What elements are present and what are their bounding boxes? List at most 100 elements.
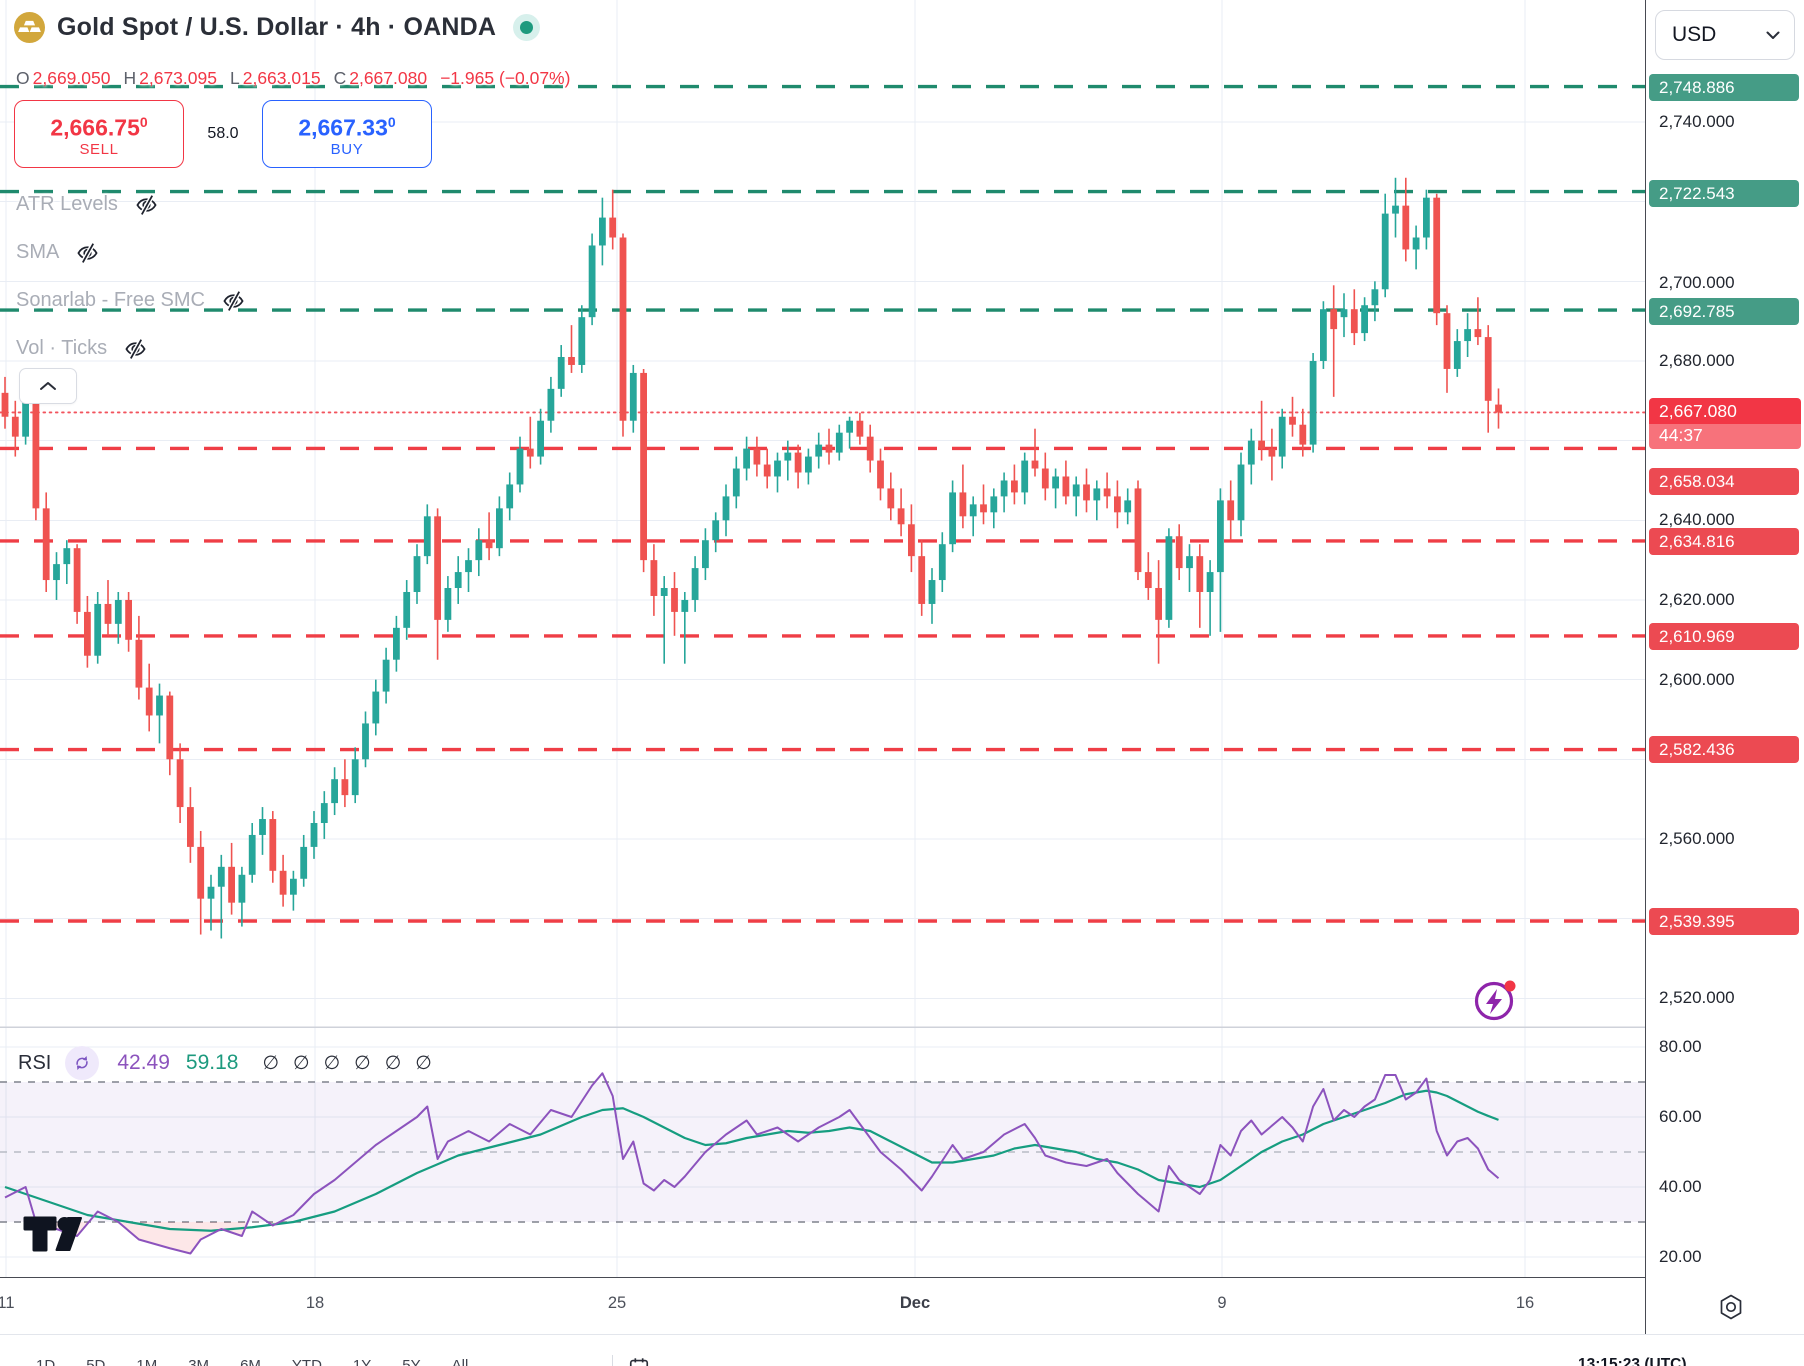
rsi-ma-value: 59.18 (185, 1051, 239, 1074)
buy-button[interactable]: 2,667.330 BUY (262, 100, 432, 168)
sell-price: 2,666.75 (50, 114, 140, 141)
indicator-row: Sonarlab - Free SMC (16, 276, 246, 324)
currency-value: USD (1672, 23, 1717, 46)
atr-level-badge-green: 2,748.886 (1649, 73, 1799, 101)
price-scale-label: 40.00 (1659, 1177, 1702, 1196)
low-label: L (229, 68, 240, 88)
rsi-hidden-plot-value: ∅ (415, 1052, 432, 1074)
grid-layer (0, 0, 1645, 1277)
indicator-label[interactable]: ATR Levels (16, 192, 118, 215)
price-scale-label: 2,520.000 (1659, 988, 1735, 1007)
indicator-row: Vol · Ticks (16, 324, 246, 372)
price-scale-label: 80.00 (1659, 1037, 1702, 1056)
ohlc-row: O 2,669.050 H 2,673.095 L 2,663.015 C 2,667.… (16, 68, 570, 89)
range-button-1d[interactable]: 1D (36, 1357, 56, 1366)
visibility-off-eye-icon[interactable] (134, 192, 159, 217)
close-value: 2,667.080 (349, 68, 428, 88)
high-label: H (123, 68, 137, 88)
rsi-pane-header: RSI 42.49 59.18 ∅ ∅ ∅ ∅ ∅ ∅ (18, 1046, 432, 1080)
symbol-title[interactable]: Gold Spot / U.S. Dollar · 4h · OANDA (57, 13, 497, 41)
price-scale-label: 2,740.000 (1659, 112, 1735, 131)
range-button-6m[interactable]: 6M (240, 1357, 261, 1366)
price-scale-label: 2,680.000 (1659, 351, 1735, 370)
price-scale[interactable]: USD 2,740.000 2,700.000 2,680.000 2,640.000… (1645, 0, 1804, 1334)
range-button-1m[interactable]: 1M (136, 1357, 158, 1366)
buy-label: BUY (330, 140, 364, 158)
market-status-dot[interactable] (520, 21, 534, 34)
rsi-hidden-plot-value: ∅ (323, 1052, 341, 1074)
price-scale-label: 2,620.000 (1659, 590, 1735, 609)
indicator-row: SMA (16, 228, 246, 276)
atr-level-badge-red: 2,539.395 (1649, 907, 1799, 935)
candles-layer (1, 177, 1502, 939)
range-button-ytd[interactable]: YTD (291, 1357, 322, 1366)
open-value: 2,669.050 (32, 68, 111, 88)
current-price-badge: 2,667.080 44:37 (1649, 398, 1801, 449)
buy-price-fraction: 0 (387, 114, 396, 131)
visibility-off-eye-icon[interactable] (75, 240, 100, 265)
open-label: O (16, 68, 30, 88)
buy-price: 2,667.33 (298, 114, 388, 141)
visibility-off-eye-icon[interactable] (123, 336, 148, 361)
collapse-legend-button[interactable] (19, 368, 77, 404)
rsi-hidden-plot-value: ∅ (384, 1052, 402, 1074)
price-scale-label: 60.00 (1659, 1107, 1702, 1126)
change-value: −1.965 (−0.07%) (440, 68, 571, 88)
time-axis-tick: 11 (0, 1294, 15, 1312)
range-button-3m[interactable]: 3M (188, 1357, 210, 1366)
rsi-hidden-plot-value: ∅ (262, 1052, 280, 1074)
high-value: 2,673.095 (139, 68, 217, 88)
price-scale-label: 2,640.000 (1659, 510, 1735, 529)
rsi-band-layer (0, 1081, 1645, 1223)
symbol-title-row: Gold Spot / U.S. Dollar · 4h · OANDA (14, 12, 534, 43)
atr-level-badge-red: 2,582.436 (1649, 735, 1799, 763)
spread-value: 58.0 (207, 125, 239, 142)
atr-level-badge-red: 2,610.969 (1649, 622, 1799, 650)
indicator-label[interactable]: Vol · Ticks (16, 336, 108, 359)
calendar-icon[interactable] (628, 1356, 650, 1366)
atr-level-badge-red: 2,658.034 (1649, 467, 1799, 495)
close-label: C (333, 68, 347, 88)
date-range-buttons: 1D 5D 1M 3M 6M YTD 1Y 5Y All (36, 1357, 468, 1366)
bar-countdown: 44:37 (1649, 424, 1801, 449)
range-button-5d[interactable]: 5D (86, 1357, 106, 1366)
atr-levels-layer (0, 84, 1645, 923)
range-button-5y[interactable]: 5Y (402, 1357, 421, 1366)
time-axis[interactable]: 11 18 25 Dec 9 16 (0, 1277, 1804, 1334)
visibility-off-eye-icon[interactable] (221, 288, 246, 313)
sell-button[interactable]: 2,666.750 SELL (14, 100, 184, 168)
time-axis-tick: 18 (305, 1294, 325, 1312)
rsi-title[interactable]: RSI (18, 1051, 52, 1074)
range-button-all[interactable]: All (451, 1357, 469, 1366)
indicator-label[interactable]: SMA (16, 240, 60, 263)
current-price: 2,667.080 (1649, 398, 1801, 424)
chevron-up-icon (40, 382, 56, 390)
indicator-label[interactable]: Sonarlab - Free SMC (16, 288, 205, 311)
rsi-hidden-plot-value: ∅ (293, 1052, 310, 1074)
axis-settings-gear-icon[interactable] (1716, 1292, 1746, 1327)
price-scale-label: 2,600.000 (1659, 670, 1735, 689)
time-axis-tick: 25 (607, 1294, 627, 1312)
lightning-bot-icon[interactable] (1473, 976, 1519, 1029)
utc-clock[interactable]: 13:15:23 (UTC) (1578, 1356, 1687, 1366)
currency-dropdown[interactable]: USD (1655, 10, 1795, 60)
range-button-1y[interactable]: 1Y (352, 1357, 372, 1366)
time-axis-tick: 9 (1217, 1294, 1227, 1312)
atr-level-badge-green: 2,692.785 (1649, 297, 1799, 325)
indicator-legend: ATR Levels SMA Sonarlab - Free SMC Vol · Ti… (16, 180, 246, 372)
price-scale-label: 2,700.000 (1659, 273, 1735, 292)
rsi-empty-values: ∅ ∅ ∅ ∅ ∅ ∅ (262, 1052, 431, 1075)
chevron-down-icon (1766, 31, 1780, 39)
chart-header: Gold Spot / U.S. Dollar · 4h · OANDA O 2,… (14, 12, 570, 168)
refresh-icon[interactable] (65, 1046, 100, 1080)
rsi-value: 42.49 (117, 1051, 170, 1074)
atr-level-badge-green: 2,722.543 (1649, 179, 1799, 207)
buy-sell-widget: 2,666.750 SELL 58.0 2,667.330 BUY (14, 100, 432, 168)
atr-level-badge-red: 2,634.816 (1649, 527, 1799, 555)
tradingview-logo[interactable] (22, 1216, 84, 1257)
price-scale-label: 2,560.000 (1659, 829, 1735, 848)
rsi-hidden-plot-value: ∅ (354, 1052, 371, 1074)
gold-symbol-icon (14, 12, 45, 43)
